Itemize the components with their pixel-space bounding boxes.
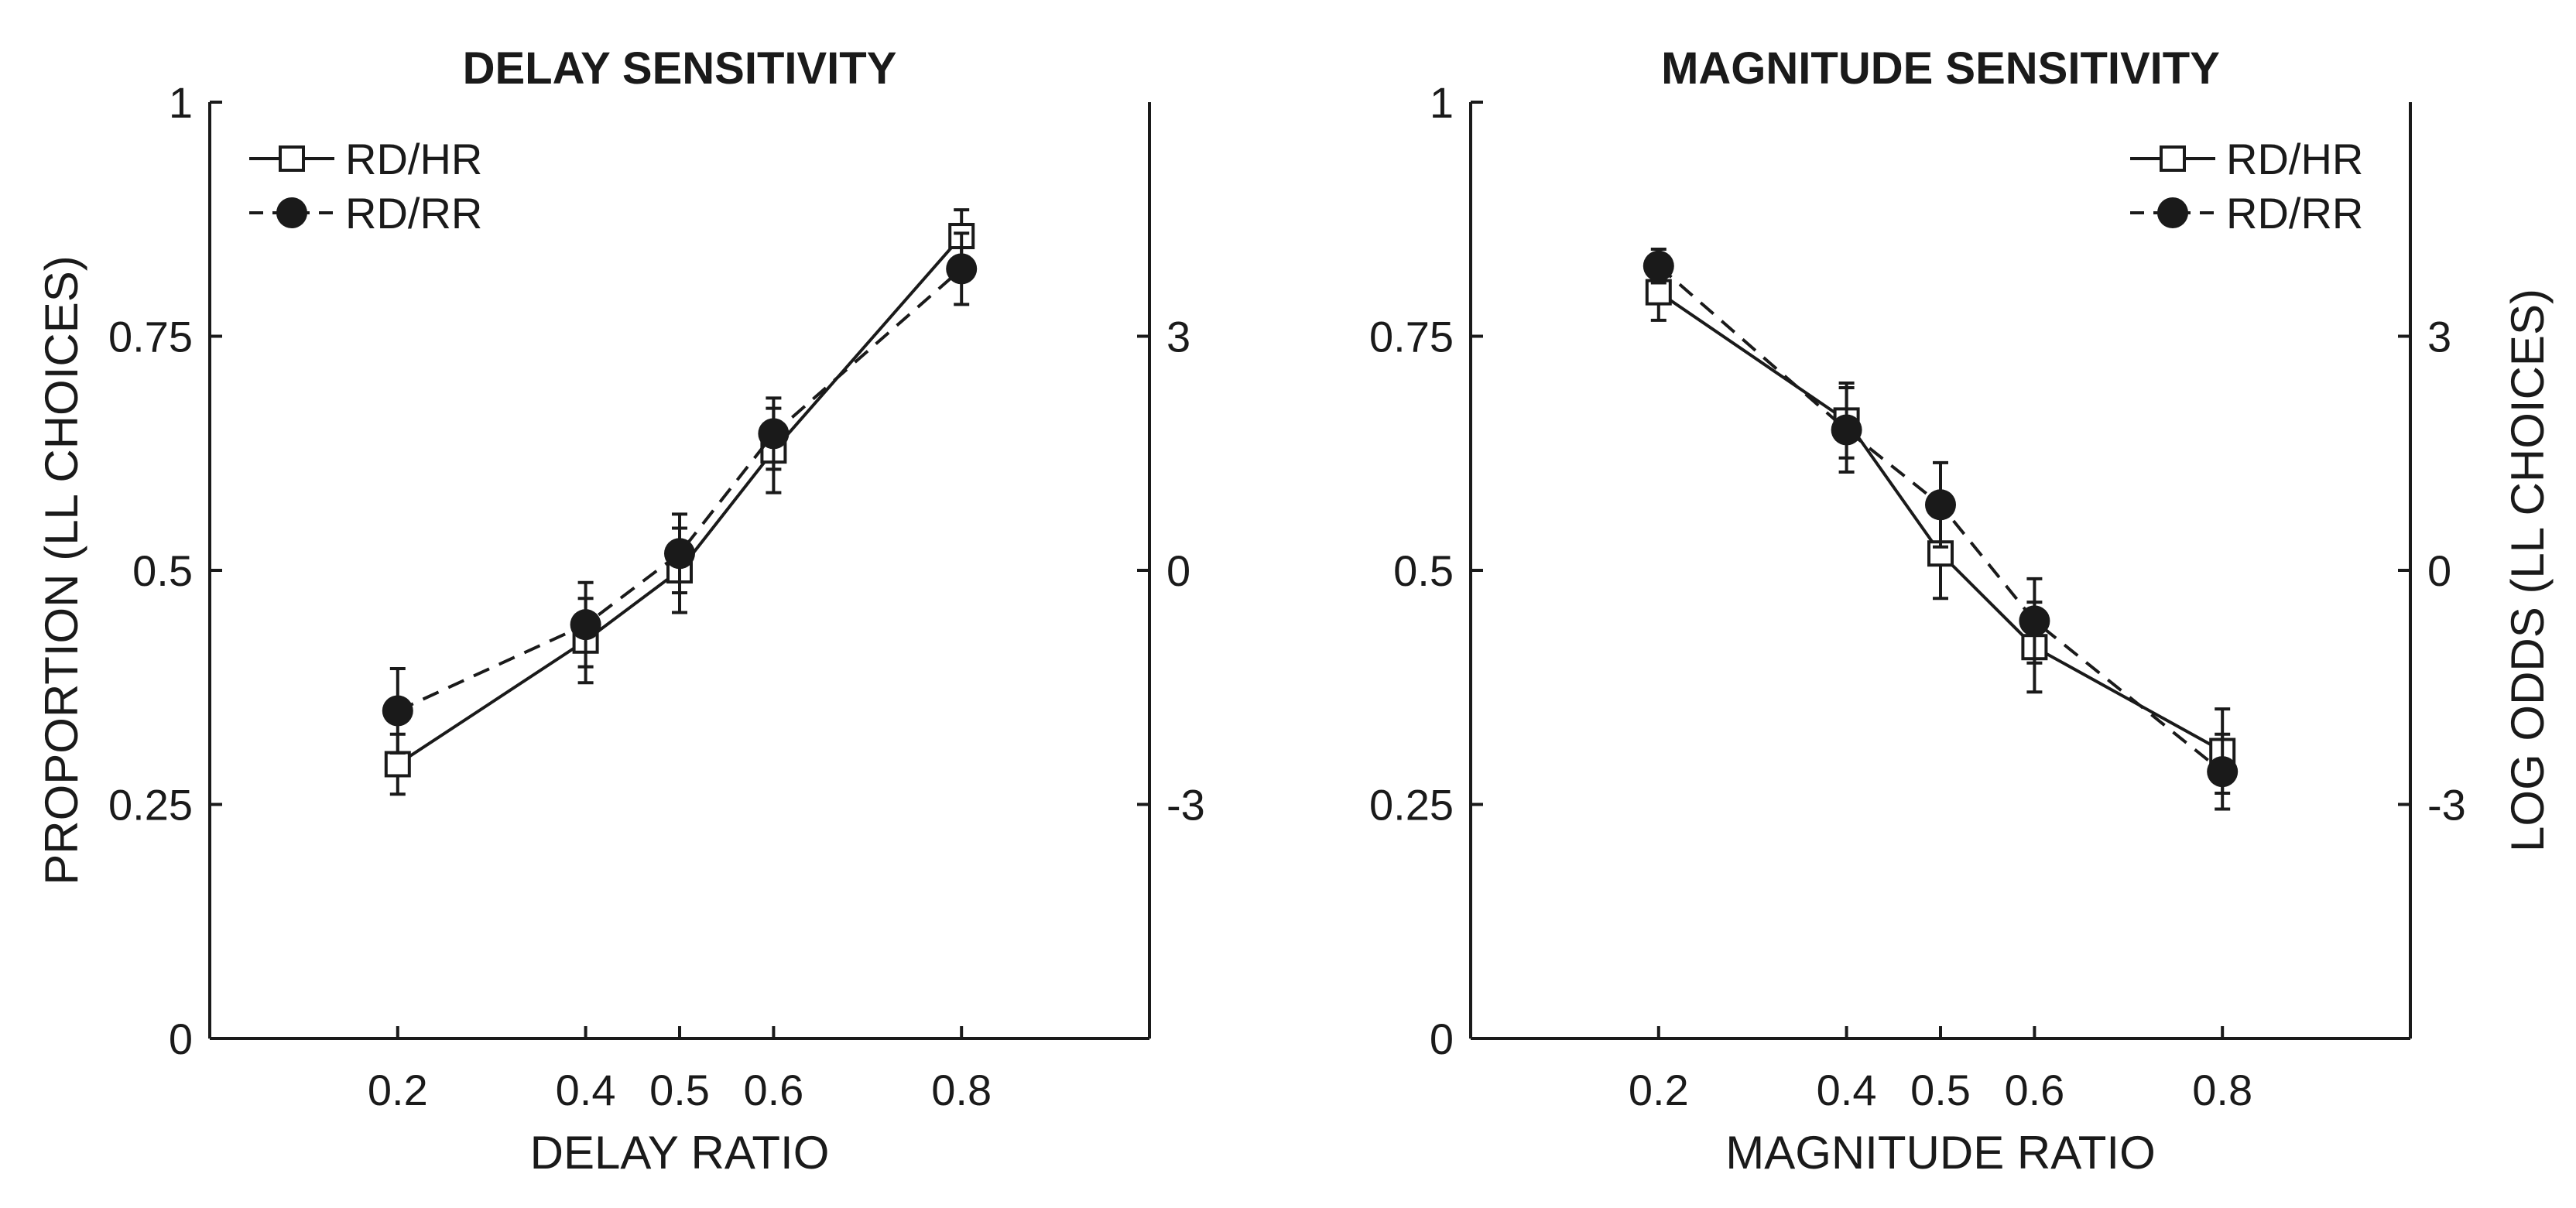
series-rd-hr xyxy=(384,208,975,796)
legend-label: RD/RR xyxy=(2226,189,2363,238)
legend-marker-circle xyxy=(276,197,307,228)
panel-delay: DELAY SENSITIVITY 0 0.25 0.5 0.75 1 -3 0 3 0.2 0.4… xyxy=(36,43,1205,1179)
series-line xyxy=(396,234,963,766)
chart-title: MAGNITUDE SENSITIVITY xyxy=(1661,43,2220,94)
y2-tick-label: -3 xyxy=(2427,781,2466,830)
data-point-square xyxy=(384,751,411,778)
data-point-circle xyxy=(382,695,413,727)
series-rd-rr xyxy=(382,231,978,755)
y-tick-label: 0 xyxy=(169,1015,193,1063)
y-tick-label: 0.25 xyxy=(108,781,193,830)
y-tick-label: 0.25 xyxy=(1369,781,1454,830)
x-tick-label: 0.4 xyxy=(556,1066,616,1114)
legend: RD/HR RD/RR xyxy=(249,135,482,238)
data-point-circle xyxy=(570,609,601,641)
x-tick-label: 0.6 xyxy=(2004,1066,2064,1114)
y2-tick-label: 0 xyxy=(2427,546,2451,595)
data-point-circle xyxy=(1643,250,1674,282)
y-tick-label: 0 xyxy=(1430,1015,1454,1063)
x-tick-label: 0.8 xyxy=(2192,1066,2252,1114)
data-point-circle xyxy=(946,253,978,285)
x-tick-label: 0.2 xyxy=(368,1066,428,1114)
x-tick-label: 0.6 xyxy=(743,1066,803,1114)
data-point-circle xyxy=(1831,414,1862,446)
legend-label: RD/RR xyxy=(345,189,482,238)
y-tick-label: 0.5 xyxy=(132,546,193,595)
series-line xyxy=(396,267,963,713)
data-point-circle xyxy=(758,418,790,450)
legend-marker-square xyxy=(279,145,305,172)
y2-tick-label: 0 xyxy=(1166,546,1190,595)
data-point-circle xyxy=(664,538,695,570)
y-tick-label: 0.75 xyxy=(1369,313,1454,361)
x-tick-label: 0.5 xyxy=(1910,1066,1971,1114)
legend-marker-square xyxy=(2160,145,2186,172)
x-axis-label: MAGNITUDE RATIO xyxy=(1725,1127,2156,1179)
x-tick-label: 0.5 xyxy=(649,1066,710,1114)
legend-label: RD/HR xyxy=(345,135,482,183)
y-tick-label: 0.75 xyxy=(108,313,193,361)
y2-tick-label: 3 xyxy=(1166,313,1190,361)
y-tick-label: 1 xyxy=(1430,78,1454,127)
y-tick-label: 0.5 xyxy=(1393,546,1454,595)
panel-magnitude: MAGNITUDE SENSITIVITY 0 0.25 0.5 0.75 1 -3 0 3 0.… xyxy=(1369,43,2554,1179)
y2-tick-label: 3 xyxy=(2427,313,2451,361)
x-tick-label: 0.8 xyxy=(931,1066,992,1114)
x-axis-label: DELAY RATIO xyxy=(530,1127,830,1179)
data-point-circle xyxy=(2019,605,2050,637)
legend-label: RD/HR xyxy=(2226,135,2363,183)
chart-title: DELAY SENSITIVITY xyxy=(463,43,897,94)
y-axis-label: PROPORTION (LL CHOICES) xyxy=(36,255,87,885)
y2-tick-label: -3 xyxy=(1166,781,1205,830)
legend-marker-circle xyxy=(2157,197,2188,228)
data-point-circle xyxy=(2207,756,2239,788)
legend: RD/HR RD/RR xyxy=(2130,135,2363,238)
y2-axis-label: LOG ODDS (LL CHOICES) xyxy=(2502,289,2554,852)
x-tick-label: 0.2 xyxy=(1629,1066,1689,1114)
x-tick-label: 0.4 xyxy=(1817,1066,1877,1114)
series-rd-rr xyxy=(1643,247,2239,811)
data-point-circle xyxy=(1925,489,1956,521)
y-tick-label: 1 xyxy=(169,78,193,127)
